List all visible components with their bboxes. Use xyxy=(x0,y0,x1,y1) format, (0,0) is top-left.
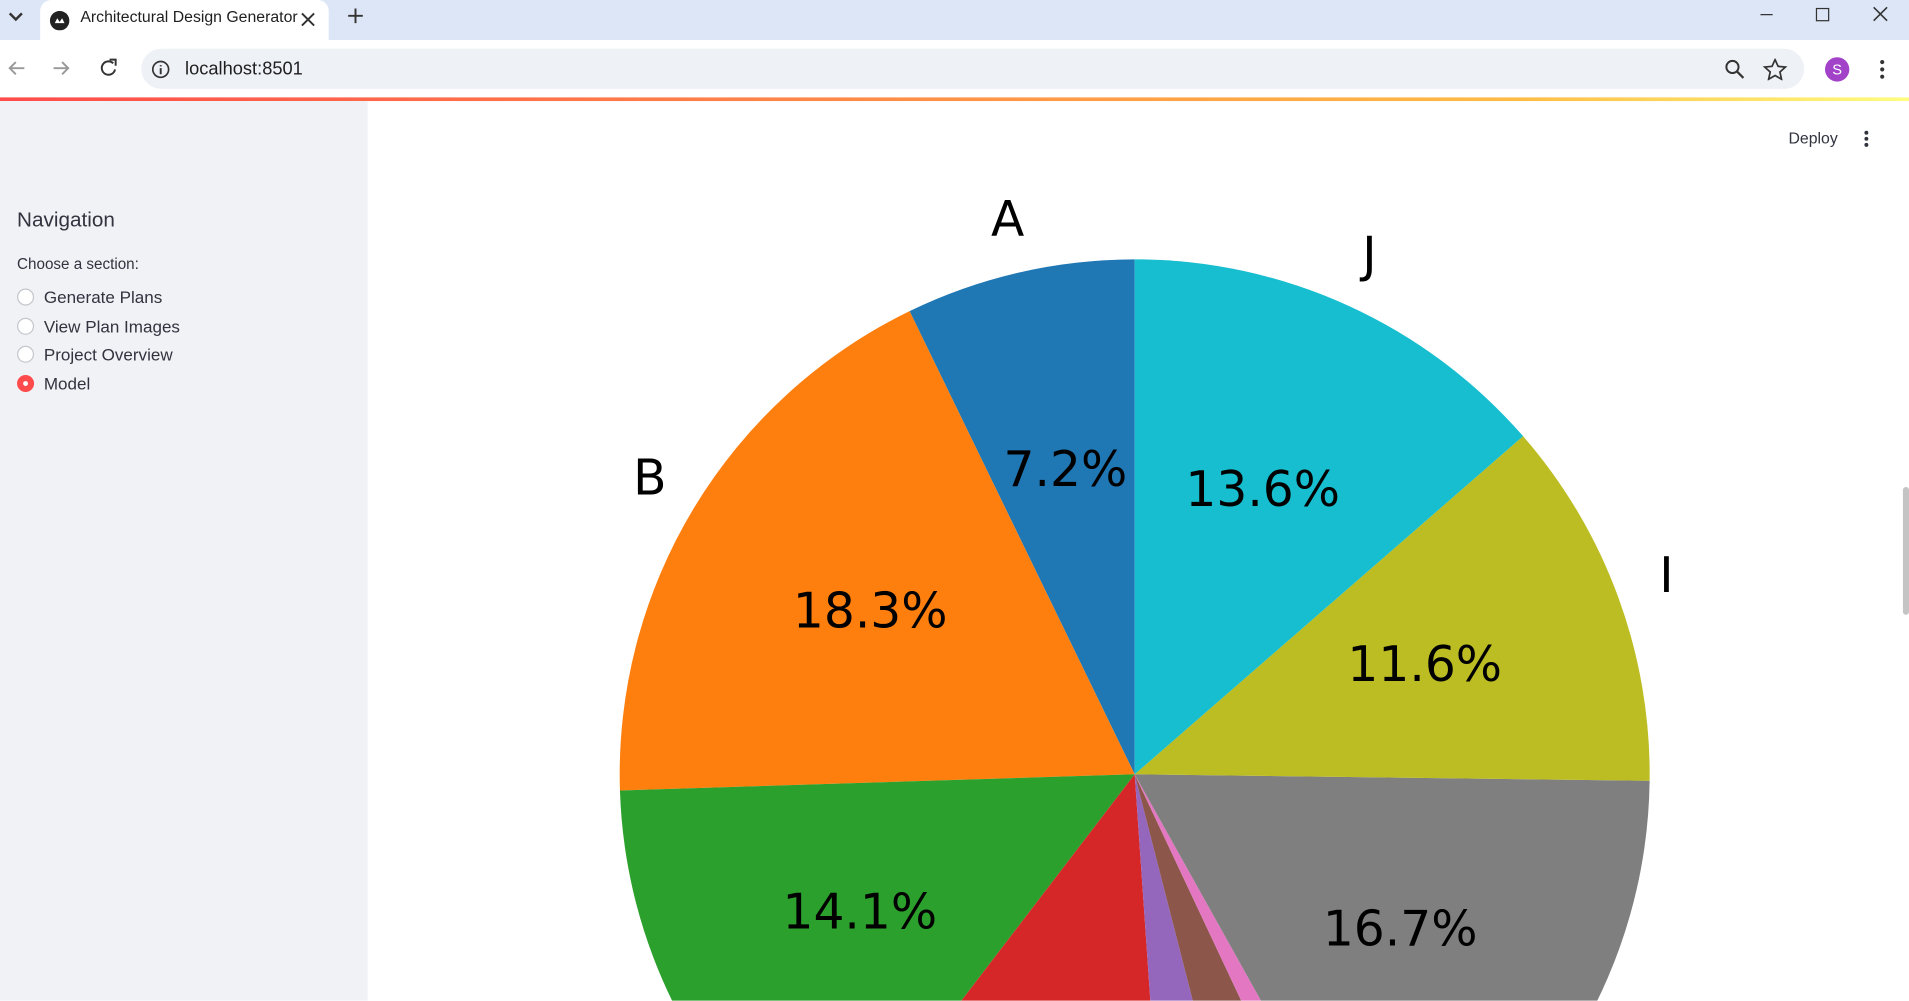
url: localhost:8501 xyxy=(185,58,303,80)
new-tab[interactable] xyxy=(346,6,365,25)
slice-percent: 16.7% xyxy=(1323,901,1478,957)
tab-list-button[interactable] xyxy=(5,5,27,27)
slice-percent: 11.6% xyxy=(1347,637,1502,693)
slice-percent: 18.3% xyxy=(793,584,948,640)
pie-slice xyxy=(619,774,1135,1001)
slice-label: I xyxy=(1659,548,1673,604)
tab-close[interactable] xyxy=(301,12,316,27)
radio-button[interactable] xyxy=(17,288,35,306)
slice-label: J xyxy=(1359,228,1376,284)
radio-label[interactable]: Project Overview xyxy=(43,344,173,365)
sidebar: Navigation Choose a section: Generate Pl… xyxy=(0,101,368,1001)
radio-button[interactable] xyxy=(17,345,35,363)
active-tab[interactable]: Architectural Design Generator xyxy=(40,0,329,41)
radio-button[interactable] xyxy=(17,374,35,392)
window-controls[interactable] xyxy=(1753,5,1899,27)
pie-slice xyxy=(1134,259,1524,775)
slice-percent: 13.6% xyxy=(1185,462,1340,518)
slice-percent: 7.2% xyxy=(1004,442,1128,498)
radio-label[interactable]: Generate Plans xyxy=(43,287,163,307)
slice-label: B xyxy=(633,450,666,506)
pie-slice xyxy=(1134,436,1650,781)
sidebar-title: Navigation xyxy=(17,208,115,232)
pie-slice xyxy=(961,774,1151,1001)
pie-slice xyxy=(1134,774,1242,1001)
radio-label[interactable]: View Plan Images xyxy=(43,315,180,336)
tab-title: Architectural Design Generator xyxy=(80,7,298,26)
nav-buttons[interactable] xyxy=(5,56,127,80)
omnibox-icons[interactable] xyxy=(1724,58,1797,81)
pie-slice xyxy=(619,311,1135,791)
pie-slice xyxy=(1134,774,1650,1001)
pie-slice xyxy=(909,259,1135,775)
slice-label: A xyxy=(991,191,1024,247)
app-menu[interactable] xyxy=(1858,129,1875,148)
radio-button[interactable] xyxy=(17,317,35,335)
deploy-button[interactable]: Deploy xyxy=(1788,129,1838,148)
pie-chart: A 7.2% B 18.3% 14.1% 16.7% I 11.6% J 13.6% xyxy=(619,191,1674,1001)
slice-percent: 14.1% xyxy=(782,884,937,940)
tab-favicon xyxy=(49,10,70,31)
pie-slice xyxy=(1134,774,1193,1001)
scrollbar[interactable] xyxy=(1902,486,1909,615)
app-decoration xyxy=(0,97,1909,102)
profile-avatar[interactable]: S xyxy=(1824,57,1850,82)
site-info[interactable] xyxy=(151,60,170,79)
radio-label[interactable]: Model xyxy=(43,373,91,393)
address-bar[interactable]: localhost:8501 xyxy=(141,48,1805,89)
browser-menu[interactable] xyxy=(1872,58,1891,80)
radio-prompt: Choose a section: xyxy=(17,255,139,273)
